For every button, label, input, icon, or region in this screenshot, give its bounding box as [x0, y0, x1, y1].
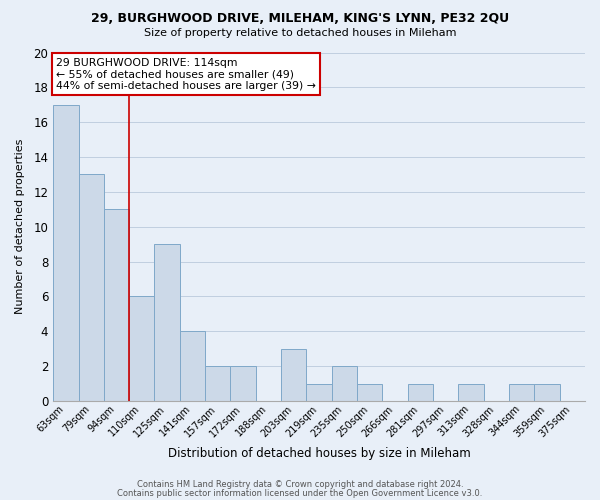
- Bar: [180, 332, 205, 401]
- Bar: [535, 384, 560, 401]
- Bar: [104, 210, 129, 401]
- Text: Contains HM Land Registry data © Crown copyright and database right 2024.: Contains HM Land Registry data © Crown c…: [137, 480, 463, 489]
- Bar: [53, 105, 79, 401]
- Text: Contains public sector information licensed under the Open Government Licence v3: Contains public sector information licen…: [118, 488, 482, 498]
- Bar: [408, 384, 433, 401]
- Bar: [79, 174, 104, 401]
- Y-axis label: Number of detached properties: Number of detached properties: [15, 139, 25, 314]
- Bar: [332, 366, 357, 401]
- Bar: [458, 384, 484, 401]
- Bar: [509, 384, 535, 401]
- X-axis label: Distribution of detached houses by size in Mileham: Distribution of detached houses by size …: [168, 447, 470, 460]
- Text: 29 BURGHWOOD DRIVE: 114sqm
← 55% of detached houses are smaller (49)
44% of semi: 29 BURGHWOOD DRIVE: 114sqm ← 55% of deta…: [56, 58, 316, 91]
- Text: 29, BURGHWOOD DRIVE, MILEHAM, KING'S LYNN, PE32 2QU: 29, BURGHWOOD DRIVE, MILEHAM, KING'S LYN…: [91, 12, 509, 26]
- Bar: [154, 244, 180, 401]
- Text: Size of property relative to detached houses in Mileham: Size of property relative to detached ho…: [144, 28, 456, 38]
- Bar: [281, 348, 307, 401]
- Bar: [205, 366, 230, 401]
- Bar: [357, 384, 382, 401]
- Bar: [307, 384, 332, 401]
- Bar: [129, 296, 154, 401]
- Bar: [230, 366, 256, 401]
